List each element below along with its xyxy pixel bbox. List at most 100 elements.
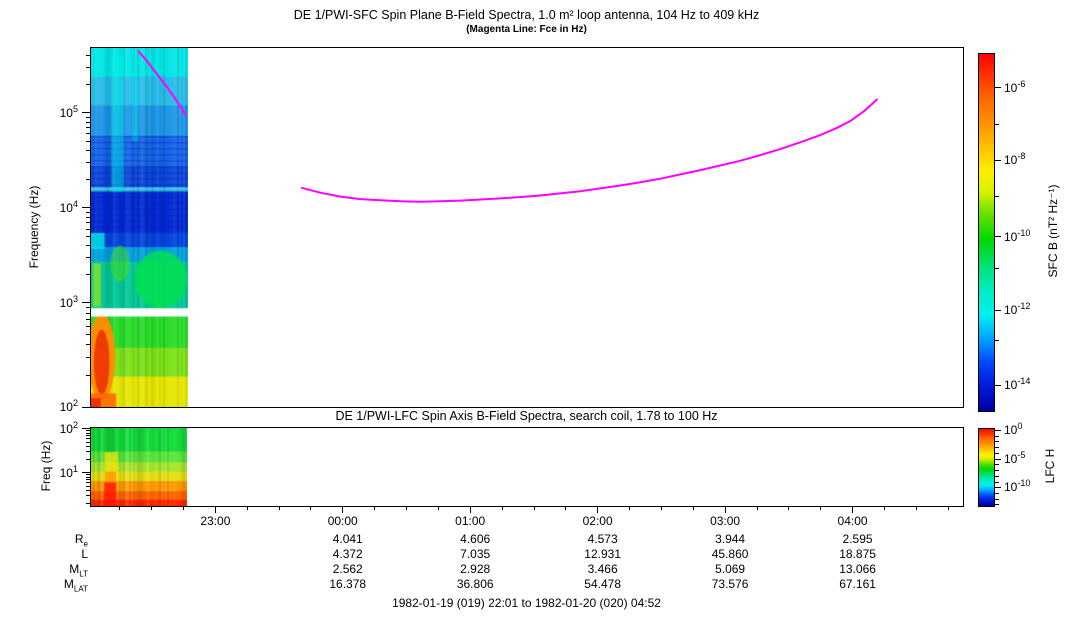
y-axis-minor-tick [86,150,90,152]
ephemeris-row-label: MLT [69,562,88,579]
ephemeris-value: 16.378 [329,577,367,591]
x-axis-minor-tick [820,506,822,510]
colorbar-major-tick [995,486,1001,488]
x-axis-minor-tick [629,506,631,510]
colorbar-minor-tick [995,435,999,437]
colorbar-minor-tick [995,195,999,197]
y-axis-minor-tick [86,438,90,440]
x-axis-major-tick [469,506,471,513]
x-axis-tick-label: 00:00 [327,514,358,528]
colorbar-minor-tick [995,504,999,506]
x-axis-minor-tick [501,506,503,510]
y-axis-minor-tick [86,67,90,69]
x-axis-tick-label: 01:00 [455,514,486,528]
ephemeris-value: 12.931 [584,547,621,561]
colorbar-tick-label: 10-14 [1004,376,1031,393]
x-axis-minor-tick [915,506,917,510]
ephemeris-row-label: MLAT [63,577,88,594]
y-axis-minor-tick [86,479,90,481]
x-axis-minor-tick [437,506,439,510]
colorbar-major-tick [995,87,1001,89]
ephemeris-value: 4.041 [332,532,363,546]
colorbar-tick-label: 10-5 [1004,450,1026,467]
ephemeris-value: 2.928 [460,562,491,576]
y-axis-tick-label: 104 [59,198,78,215]
y-axis-minor-tick [86,211,90,213]
y-axis-minor-tick [86,503,90,505]
colorbar-major-tick [995,458,1001,460]
colorbar-minor-tick [995,481,999,483]
colorbar-major-tick [995,384,1001,386]
ephemeris-value: 36.806 [456,577,494,591]
sfc-subtitle: (Magenta Line: Fce in Hz) [466,24,587,35]
y-axis-minor-tick [86,485,90,487]
sfc-title: DE 1/PWI-SFC Spin Plane B-Field Spectra,… [293,8,760,22]
ephemeris-value: 4.573 [587,532,618,546]
y-axis-minor-tick [86,375,90,377]
lfc-colorbar-canvas [979,429,994,506]
lfc-spectrogram-canvas [91,428,187,506]
y-axis-minor-tick [86,140,90,142]
y-axis-major-tick [82,207,90,209]
y-axis-minor-tick [86,441,90,443]
y-axis-major-tick [82,112,90,114]
colorbar-tick-label: 10-12 [1004,301,1031,318]
colorbar-tick-label: 100 [1004,421,1023,438]
y-axis-minor-tick [86,312,90,314]
ephemeris-value: 18.875 [839,547,876,561]
y-axis-minor-tick [86,430,90,432]
ephemeris-value: 67.161 [839,577,876,591]
y-axis-minor-tick [86,216,90,218]
y-axis-minor-tick [86,325,90,327]
y-axis-minor-tick [86,222,90,224]
y-axis-minor-tick [86,83,90,85]
x-axis-minor-tick [246,506,248,510]
ephemeris-value: 7.035 [460,547,491,561]
y-axis-minor-tick [86,432,90,434]
y-axis-major-tick [82,428,90,430]
colorbar-minor-tick [995,470,999,472]
y-axis-minor-tick [86,343,90,345]
colorbar-minor-tick [995,475,999,477]
y-axis-tick-label: 102 [59,419,78,436]
colorbar-tick-label: 10-6 [1004,78,1026,95]
colorbar-major-tick [995,309,1001,311]
y-axis-minor-tick [86,273,90,275]
y-axis-minor-tick [86,162,90,164]
y-axis-minor-tick [86,127,90,129]
x-axis-minor-tick [692,506,694,510]
x-axis-minor-tick [151,506,153,510]
y-axis-minor-tick [86,333,90,335]
y-axis-minor-tick [86,116,90,118]
y-axis-minor-tick [86,55,90,57]
x-axis-minor-tick [788,506,790,510]
ephemeris-value: 45.860 [711,547,749,561]
x-axis-minor-tick [947,506,949,510]
y-axis-minor-tick [86,445,90,447]
x-axis-major-tick [342,506,344,513]
footer-date-range: 1982-01-19 (019) 22:01 to 1982-01-20 (02… [392,596,661,610]
x-axis-minor-tick [533,506,535,510]
colorbar-minor-tick [995,339,999,341]
lfc-panel [90,427,964,507]
x-axis-minor-tick [182,506,184,510]
y-axis-minor-tick [86,489,90,491]
colorbar-minor-tick [995,447,999,449]
x-axis-major-tick [597,506,599,513]
x-axis-tick-label: 03:00 [710,514,741,528]
ephemeris-value: 5.069 [715,562,746,576]
ephemeris-value: 2.562 [332,562,363,576]
y-axis-major-tick [82,406,90,408]
x-axis-tick-label: 04:00 [837,514,868,528]
y-axis-minor-tick [86,121,90,123]
y-axis-minor-tick [86,482,90,484]
y-axis-minor-tick [86,245,90,247]
y-axis-minor-tick [86,133,90,135]
y-axis-minor-tick [86,476,90,478]
lfc-title: DE 1/PWI-LFC Spin Axis B-Field Spectra, … [335,409,718,423]
colorbar-minor-tick [995,267,999,269]
ephemeris-value: 73.576 [711,577,749,591]
x-axis-minor-tick [756,506,758,510]
